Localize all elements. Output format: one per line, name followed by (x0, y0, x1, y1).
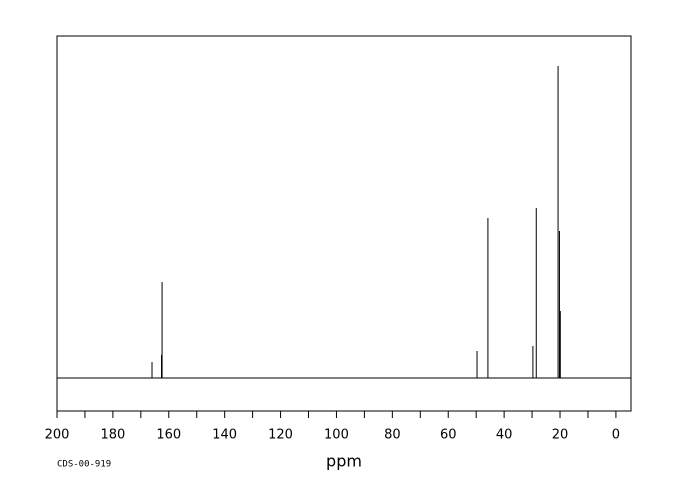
x-tick-label: 0 (612, 428, 620, 443)
x-tick-label: 100 (324, 428, 349, 443)
x-axis-label: ppm (326, 452, 362, 471)
x-tick-label: 160 (156, 428, 181, 443)
plot-frame (56, 35, 632, 412)
spectrum-code: CDS-00-919 (57, 460, 111, 470)
x-tick-label: 40 (496, 428, 513, 443)
x-tick-label: 200 (45, 428, 70, 443)
x-tick-label: 140 (212, 428, 237, 443)
x-tick-label: 60 (440, 428, 457, 443)
x-tick-label: 120 (268, 428, 293, 443)
x-tick-label: 180 (100, 428, 125, 443)
x-tick-label: 80 (384, 428, 401, 443)
x-tick-label: 20 (552, 428, 569, 443)
